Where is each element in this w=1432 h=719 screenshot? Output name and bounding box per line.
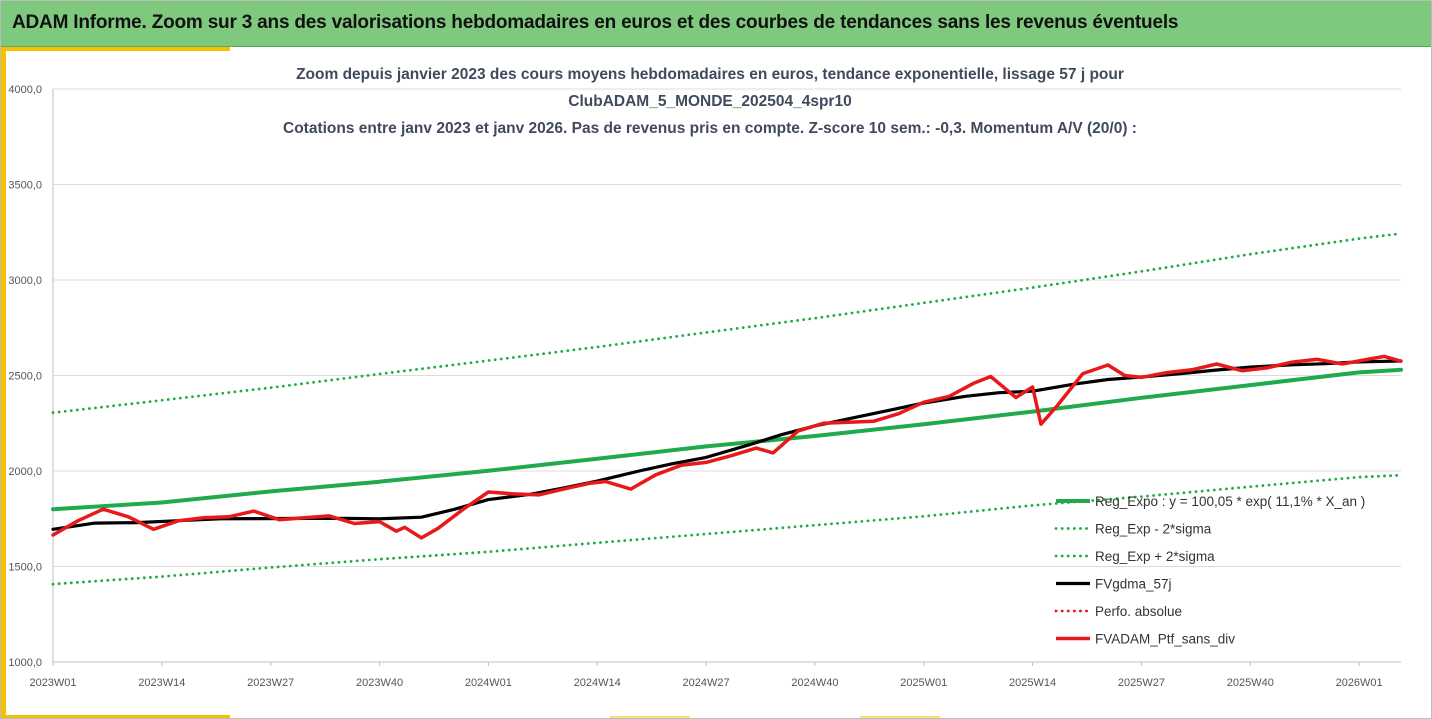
report-title: ADAM Informe. Zoom sur 3 ans des valoris… (12, 12, 1179, 33)
legend-label-2: Reg_Exp + 2*sigma (1095, 549, 1215, 564)
x-tick-label: 2023W27 (247, 677, 294, 689)
y-tick-label: 3500,0 (8, 180, 42, 192)
x-tick-label: 2023W40 (356, 677, 403, 689)
legend-label-4: Perfo. absolue (1095, 604, 1182, 619)
x-tick-label: 2023W01 (29, 677, 76, 689)
x-tick-label: 2026W01 (1336, 677, 1383, 689)
x-tick-label: 2023W14 (138, 677, 185, 689)
y-tick-label: 1500,0 (8, 562, 42, 574)
series-line-2 (51, 232, 1403, 415)
x-tick-label: 2024W01 (465, 677, 512, 689)
report-header: ADAM Informe. Zoom sur 3 ans des valoris… (0, 0, 1432, 47)
x-tick-label: 2024W40 (791, 677, 838, 689)
legend-label-5: FVADAM_Ptf_sans_div (1095, 632, 1235, 647)
x-tick-label: 2025W01 (900, 677, 947, 689)
chart-title-line-2: ClubADAM_5_MONDE_202504_4spr10 (568, 93, 852, 110)
legend-label-3: FVgdma_57j (1095, 577, 1172, 592)
x-tick-label: 2025W14 (1009, 677, 1056, 689)
accent-bar-left (0, 47, 6, 719)
accent-bar-top (0, 47, 230, 51)
series-line-0 (51, 367, 1403, 512)
x-tick-label: 2025W27 (1118, 677, 1165, 689)
accent-bar-bottom-2 (610, 716, 690, 719)
chart-title-line-1: Zoom depuis janvier 2023 des cours moyen… (296, 66, 1124, 83)
y-tick-label: 4000,0 (8, 84, 42, 96)
legend-label-1: Reg_Exp - 2*sigma (1095, 522, 1212, 537)
series-line-5 (51, 354, 1403, 540)
accent-bar-bottom-3 (860, 716, 940, 719)
series-line-1 (51, 473, 1403, 586)
x-tick-label: 2024W14 (574, 677, 621, 689)
x-tick-label: 2024W27 (683, 677, 730, 689)
x-tick-label: 2025W40 (1227, 677, 1274, 689)
y-tick-label: 2000,0 (8, 466, 42, 478)
chart-title-line-3: Cotations entre janv 2023 et janv 2026. … (283, 120, 1137, 137)
legend-label-0: Reg_Expo : y = 100,05 * exp( 11,1% * X_a… (1095, 494, 1365, 509)
y-tick-label: 3000,0 (8, 275, 42, 287)
y-tick-label: 2500,0 (8, 371, 42, 383)
y-tick-label: 1000,0 (8, 657, 42, 669)
accent-bar-bottom (0, 715, 230, 719)
